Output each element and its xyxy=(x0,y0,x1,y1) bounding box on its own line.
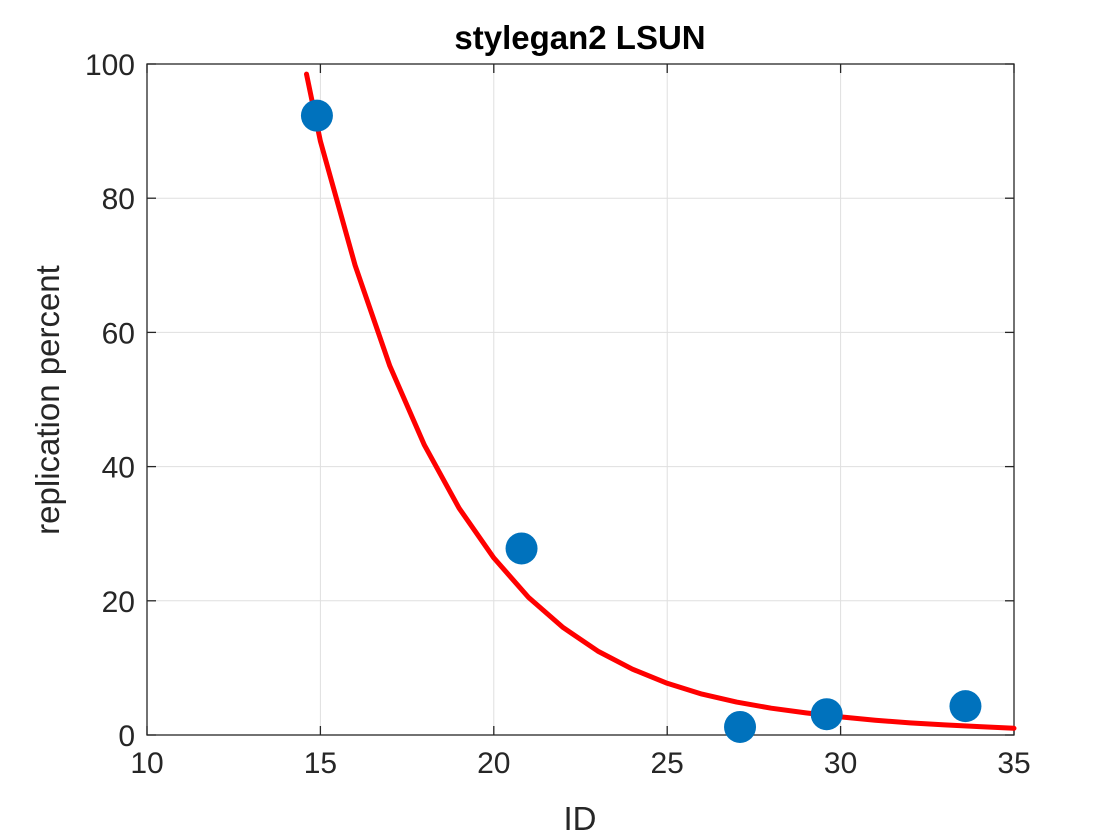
x-tick-label: 25 xyxy=(651,747,684,780)
x-axis-label: ID xyxy=(564,800,597,837)
data-point xyxy=(505,532,538,565)
y-tick-label: 20 xyxy=(102,586,135,619)
chart-title: stylegan2 LSUN xyxy=(454,19,705,56)
y-tick-label: 40 xyxy=(102,452,135,485)
x-tick-label: 30 xyxy=(824,747,857,780)
y-axis-label: replication percent xyxy=(29,265,66,535)
plot-area-border xyxy=(146,63,1015,736)
data-series xyxy=(300,71,1017,743)
data-point xyxy=(949,690,982,723)
x-tick-label: 10 xyxy=(130,747,163,780)
axis-ticks xyxy=(146,63,1015,736)
x-tick-label: 20 xyxy=(477,747,510,780)
data-point xyxy=(724,710,757,743)
fit-curve xyxy=(304,71,1017,731)
grid-lines xyxy=(146,63,1015,736)
y-tick-label: 0 xyxy=(118,720,135,753)
data-point xyxy=(810,698,843,731)
y-tick-labels: 0 20 40 60 80 100 xyxy=(85,49,135,753)
x-tick-label: 15 xyxy=(304,747,337,780)
data-point xyxy=(300,99,333,132)
y-tick-label: 60 xyxy=(102,317,135,350)
x-tick-label: 35 xyxy=(997,747,1030,780)
x-tick-labels: 10 15 20 25 30 35 xyxy=(130,747,1030,780)
y-tick-label: 100 xyxy=(85,49,135,82)
y-tick-label: 80 xyxy=(102,183,135,216)
